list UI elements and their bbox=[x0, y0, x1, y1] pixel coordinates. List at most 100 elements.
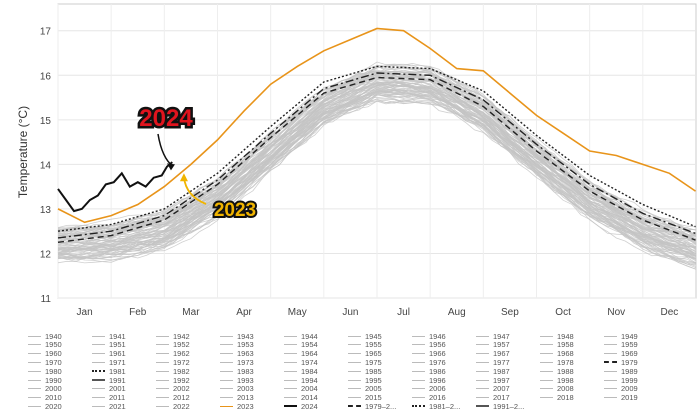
legend-item[interactable]: 1978 bbox=[540, 357, 574, 367]
legend-item[interactable]: 2023 bbox=[220, 401, 254, 409]
legend-item[interactable]: 1989 bbox=[604, 366, 638, 376]
legend-swatch bbox=[284, 353, 297, 355]
legend-label: 1960 bbox=[45, 349, 62, 359]
legend-item[interactable]: 1996 bbox=[412, 375, 446, 385]
legend-item[interactable]: 1994 bbox=[284, 375, 318, 385]
legend-item[interactable]: 1993 bbox=[220, 375, 254, 385]
legend-item[interactable]: 1941 bbox=[92, 331, 126, 341]
legend-item[interactable]: 2020 bbox=[28, 401, 62, 409]
legend-label: 1981–2... bbox=[429, 401, 461, 409]
legend-item[interactable]: 1943 bbox=[220, 331, 254, 341]
legend-item[interactable]: 1947 bbox=[476, 331, 510, 341]
legend-item[interactable]: 2011 bbox=[92, 393, 125, 403]
legend-swatch bbox=[540, 353, 553, 355]
legend-item[interactable]: 2001 bbox=[92, 384, 126, 394]
legend-item[interactable]: 1980 bbox=[28, 366, 62, 376]
legend-item[interactable]: 1942 bbox=[156, 331, 190, 341]
legend-item[interactable]: 2010 bbox=[28, 393, 62, 403]
legend-item[interactable]: 1979–2... bbox=[348, 401, 396, 409]
legend-item[interactable]: 1955 bbox=[348, 340, 382, 350]
legend-item[interactable]: 2014 bbox=[284, 393, 318, 403]
legend-item[interactable]: 1981 bbox=[92, 366, 126, 376]
legend-item[interactable]: 2000 bbox=[28, 384, 62, 394]
legend-item[interactable]: 2016 bbox=[412, 393, 446, 403]
x-tick-label: Dec bbox=[661, 307, 679, 318]
legend-item[interactable]: 1957 bbox=[476, 340, 510, 350]
legend-item[interactable]: 2002 bbox=[156, 384, 190, 394]
legend-item[interactable]: 1946 bbox=[412, 331, 446, 341]
legend-swatch bbox=[540, 344, 553, 346]
legend-item[interactable]: 1990 bbox=[28, 375, 62, 385]
legend-item[interactable]: 1944 bbox=[284, 331, 318, 341]
legend-item[interactable]: 2007 bbox=[476, 384, 510, 394]
legend-item[interactable]: 1958 bbox=[540, 340, 574, 350]
legend-item[interactable]: 1992 bbox=[156, 375, 190, 385]
legend-item[interactable]: 1948 bbox=[540, 331, 574, 341]
legend-item[interactable]: 1953 bbox=[220, 340, 254, 350]
legend-item[interactable]: 1956 bbox=[412, 340, 446, 350]
legend-item[interactable]: 2015 bbox=[348, 393, 382, 403]
legend-item[interactable]: 2006 bbox=[412, 384, 446, 394]
legend-item[interactable]: 1977 bbox=[476, 357, 510, 367]
legend-item[interactable]: 1971 bbox=[92, 357, 126, 367]
legend-item[interactable]: 1954 bbox=[284, 340, 318, 350]
legend-item[interactable]: 2024 bbox=[284, 401, 318, 409]
legend-item[interactable]: 2003 bbox=[220, 384, 254, 394]
legend-item[interactable]: 1949 bbox=[604, 331, 638, 341]
legend-label: 2023 bbox=[237, 401, 254, 409]
legend-item[interactable]: 1979 bbox=[604, 357, 638, 367]
legend-item[interactable]: 1997 bbox=[476, 375, 510, 385]
legend-item[interactable]: 1986 bbox=[412, 366, 446, 376]
legend-item[interactable]: 1973 bbox=[220, 357, 254, 367]
legend-item[interactable]: 2019 bbox=[604, 393, 638, 403]
legend-item[interactable]: 1981–2... bbox=[412, 401, 460, 409]
legend-item[interactable]: 2018 bbox=[540, 393, 574, 403]
legend-item[interactable]: 1995 bbox=[348, 375, 382, 385]
legend-item[interactable]: 1991–2... bbox=[476, 401, 524, 409]
legend-item[interactable]: 2004 bbox=[284, 384, 318, 394]
legend-item[interactable]: 1976 bbox=[412, 357, 446, 367]
legend-label: 1992 bbox=[173, 375, 190, 385]
legend-item[interactable]: 1960 bbox=[28, 349, 62, 359]
legend-item[interactable]: 1999 bbox=[604, 375, 638, 385]
legend-item[interactable]: 1984 bbox=[284, 366, 318, 376]
legend-item[interactable]: 1959 bbox=[604, 340, 638, 350]
legend-item[interactable]: 1991 bbox=[92, 375, 126, 385]
legend-item[interactable]: 1940 bbox=[28, 331, 62, 341]
legend-item[interactable]: 2008 bbox=[540, 384, 574, 394]
legend-item[interactable]: 2012 bbox=[156, 393, 190, 403]
legend-item[interactable]: 1950 bbox=[28, 340, 62, 350]
legend-item[interactable]: 1969 bbox=[604, 349, 638, 359]
legend-item[interactable]: 1982 bbox=[156, 366, 190, 376]
legend-item[interactable]: 1985 bbox=[348, 366, 382, 376]
legend-item[interactable]: 1987 bbox=[476, 366, 510, 376]
legend-item[interactable]: 2013 bbox=[220, 393, 254, 403]
legend-item[interactable]: 1951 bbox=[92, 340, 126, 350]
legend-item[interactable]: 2009 bbox=[604, 384, 638, 394]
legend-item[interactable]: 1970 bbox=[28, 357, 62, 367]
legend-item[interactable]: 1962 bbox=[156, 349, 190, 359]
legend-item[interactable]: 1998 bbox=[540, 375, 574, 385]
legend-item[interactable]: 2021 bbox=[92, 401, 126, 409]
legend-item[interactable]: 2005 bbox=[348, 384, 382, 394]
legend-item[interactable]: 2017 bbox=[476, 393, 510, 403]
legend-item[interactable]: 1965 bbox=[348, 349, 382, 359]
legend-item[interactable]: 1963 bbox=[220, 349, 254, 359]
legend-label: 1986 bbox=[429, 366, 446, 376]
legend-item[interactable]: 2022 bbox=[156, 401, 190, 409]
legend-item[interactable]: 1952 bbox=[156, 340, 190, 350]
x-tick-label: May bbox=[288, 307, 307, 318]
legend-item[interactable]: 1975 bbox=[348, 357, 382, 367]
legend-item[interactable]: 1974 bbox=[284, 357, 318, 367]
legend-item[interactable]: 1964 bbox=[284, 349, 318, 359]
legend-item[interactable]: 1967 bbox=[476, 349, 510, 359]
legend-label: 2016 bbox=[429, 393, 446, 403]
historical-year-lines bbox=[57, 61, 697, 270]
legend-item[interactable]: 1983 bbox=[220, 366, 254, 376]
legend-item[interactable]: 1945 bbox=[348, 331, 382, 341]
legend-item[interactable]: 1966 bbox=[412, 349, 446, 359]
legend-item[interactable]: 1961 bbox=[92, 349, 126, 359]
legend-item[interactable]: 1988 bbox=[540, 366, 574, 376]
legend-item[interactable]: 1968 bbox=[540, 349, 574, 359]
legend-item[interactable]: 1972 bbox=[156, 357, 190, 367]
